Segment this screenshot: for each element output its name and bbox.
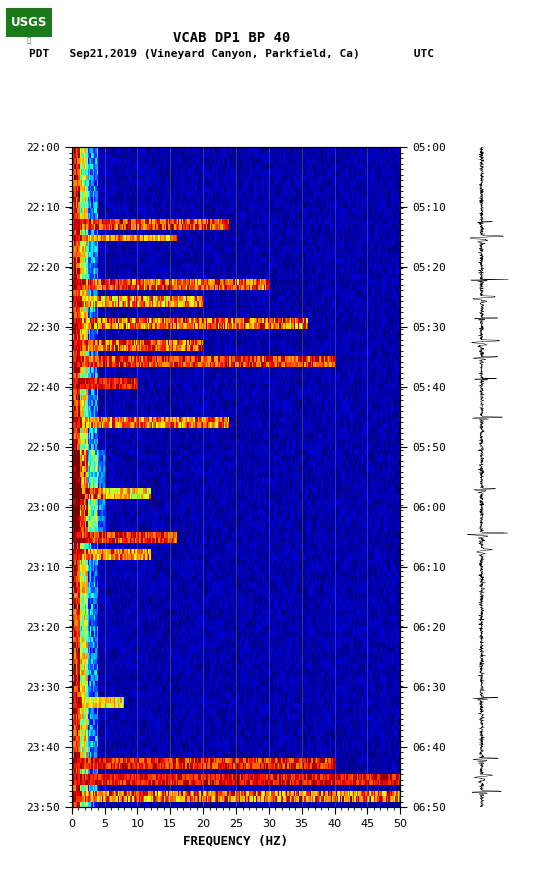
- X-axis label: FREQUENCY (HZ): FREQUENCY (HZ): [183, 835, 289, 847]
- Text: USGS: USGS: [11, 15, 47, 29]
- Text: ⛰: ⛰: [26, 37, 31, 43]
- Text: PDT   Sep21,2019 (Vineyard Canyon, Parkfield, Ca)        UTC: PDT Sep21,2019 (Vineyard Canyon, Parkfie…: [29, 48, 434, 59]
- Text: VCAB DP1 BP 40: VCAB DP1 BP 40: [173, 31, 290, 45]
- FancyBboxPatch shape: [6, 8, 52, 37]
